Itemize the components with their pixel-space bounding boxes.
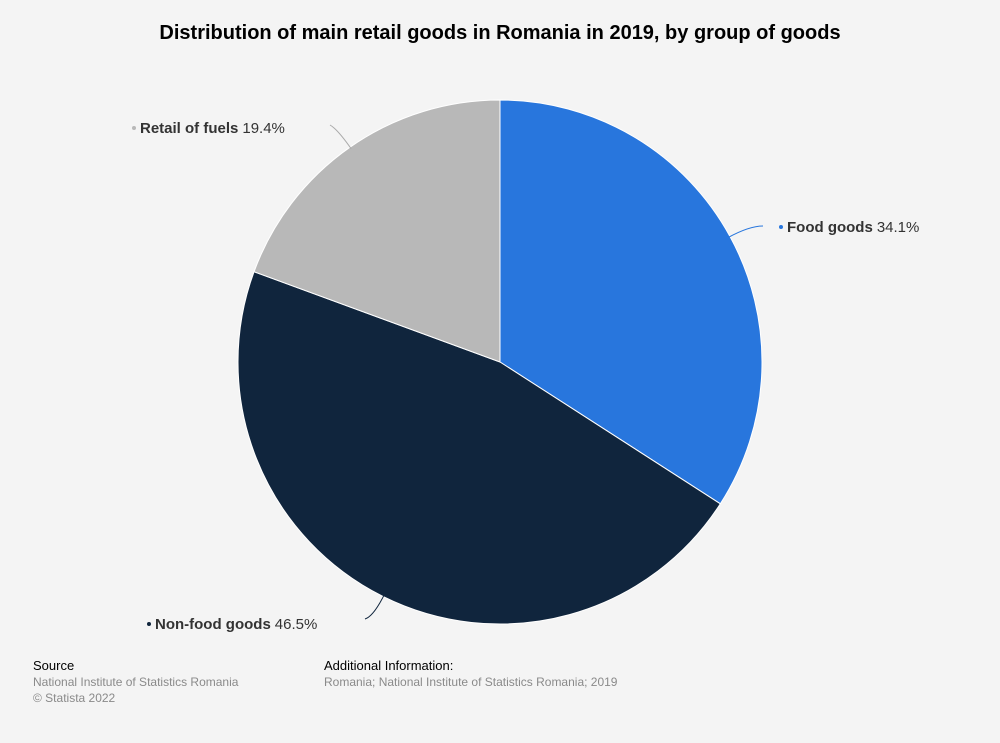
pie-slices — [237, 99, 763, 625]
label-bullet-food-goods — [779, 225, 783, 229]
label-category-food-goods: Food goods — [787, 219, 873, 236]
source-block: Source National Institute of Statistics … — [33, 658, 238, 706]
label-value-non-food-goods: 46.5% — [275, 616, 318, 633]
additional-info-block: Additional Information: Romania; Nationa… — [324, 658, 617, 690]
label-value-retail-of-fuels: 19.4% — [242, 120, 285, 137]
label-food-goods: Food goods 34.1% — [787, 219, 919, 236]
source-link[interactable]: National Institute of Statistics Romania — [33, 675, 239, 689]
label-bullet-non-food-goods — [147, 622, 151, 626]
label-bullet-retail-of-fuels — [132, 126, 136, 130]
connector-food-goods — [727, 225, 764, 238]
label-category-non-food-goods: Non-food goods — [155, 616, 271, 633]
connector-non-food-goods — [364, 594, 385, 620]
additional-info-heading: Additional Information: — [324, 658, 454, 673]
label-non-food-goods: Non-food goods 46.5% — [155, 616, 317, 633]
source-heading: Source — [33, 658, 75, 673]
label-category-retail-of-fuels: Retail of fuels — [140, 120, 238, 137]
label-value-food-goods: 34.1% — [877, 219, 920, 236]
chart-title: Distribution of main retail goods in Rom… — [159, 22, 841, 44]
label-connectors — [329, 124, 764, 620]
slice-labels: Food goods 34.1% Non-food goods 46.5% Retail… — [132, 120, 919, 633]
label-retail-of-fuels: Retail of fuels 19.4% — [140, 120, 285, 137]
connector-retail-of-fuels — [329, 124, 352, 150]
copyright-text: © Statista 2022 — [33, 691, 116, 705]
additional-info-text: Romania; National Institute of Statistic… — [324, 675, 618, 689]
